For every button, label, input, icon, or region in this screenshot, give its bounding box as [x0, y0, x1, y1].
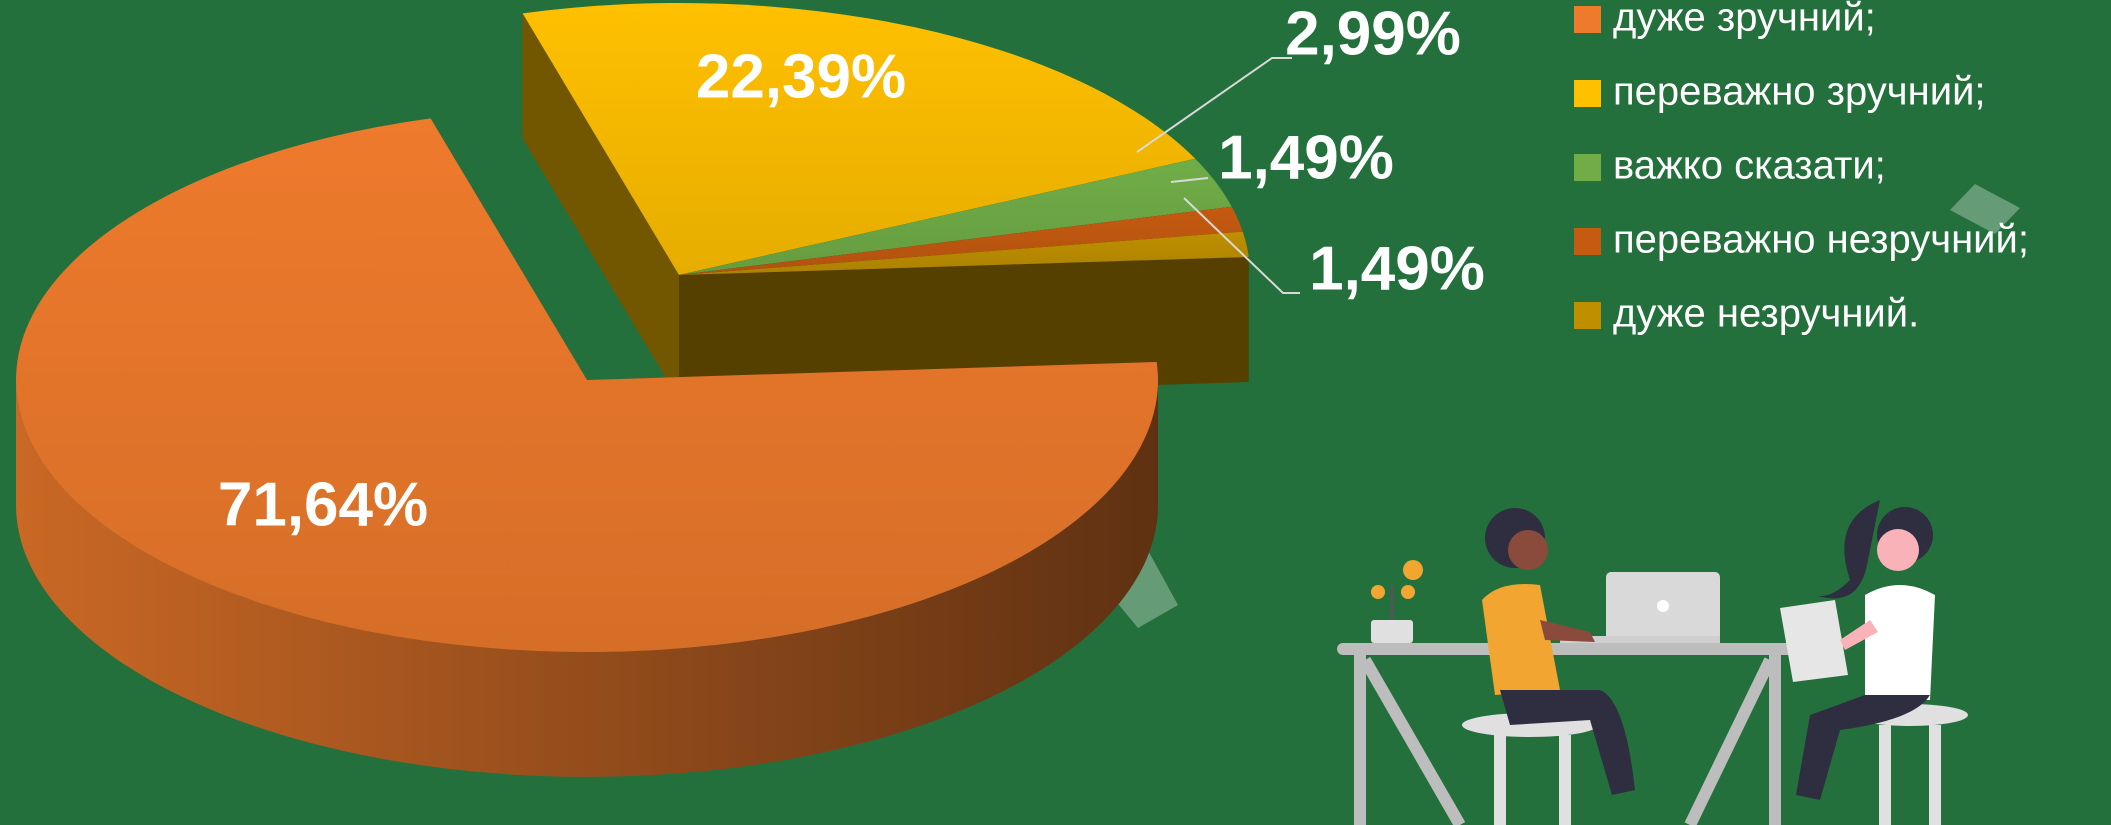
plant-pot	[1371, 620, 1413, 643]
legend-label: дуже незручний.	[1613, 292, 1919, 336]
desk-leg	[1684, 657, 1776, 825]
slice	[679, 158, 1232, 275]
plant-flower	[1371, 585, 1385, 599]
desk-leg	[1359, 657, 1466, 825]
laptop-base	[1560, 636, 1720, 643]
legs	[1796, 695, 1930, 800]
value-label: 1,49%	[1218, 123, 1394, 192]
leader-line	[1136, 57, 1292, 153]
legend-label: важко сказати;	[1613, 144, 1886, 188]
decor-diamond	[1950, 184, 2020, 234]
pie	[15, 2, 1249, 777]
slice-side-face	[522, 13, 679, 401]
legs	[1500, 690, 1635, 795]
legend-swatch	[1574, 154, 1601, 181]
paper	[1780, 600, 1848, 682]
value-label: 22,39%	[696, 42, 906, 111]
leader-line	[1183, 197, 1300, 294]
arm	[1540, 620, 1595, 642]
decor-diamond	[1105, 545, 1178, 628]
value-label: 71,64%	[218, 470, 428, 539]
ponytail	[1815, 500, 1880, 599]
slice-wall	[16, 380, 1158, 777]
shirt	[1482, 584, 1560, 695]
value-labels: 71,64% 22,39% 2,99% 1,49% 1,49%	[218, 0, 1485, 539]
shirt	[1865, 585, 1935, 700]
head	[1877, 529, 1919, 571]
plant-flower	[1403, 560, 1423, 580]
legend-swatch	[1574, 302, 1601, 329]
legend-label: переважно незручний;	[1613, 218, 2029, 262]
slice	[15, 118, 1158, 652]
legend-swatch	[1574, 228, 1601, 255]
plant-flower	[1401, 585, 1415, 599]
legend-label: дуже зручний;	[1613, 0, 1876, 40]
illustration	[1337, 500, 1968, 825]
slice	[679, 231, 1249, 275]
leader-line	[1170, 177, 1209, 183]
arm	[1840, 620, 1878, 650]
desk-top	[1337, 643, 1797, 655]
head	[1508, 530, 1548, 570]
value-label: 2,99%	[1285, 0, 1461, 68]
legend-label: переважно зручний;	[1613, 70, 1986, 114]
legend: дуже зручний; переважно зручний; важко ска…	[1574, 0, 2029, 336]
slice	[679, 206, 1243, 275]
slice	[522, 2, 1196, 275]
value-label: 1,49%	[1309, 234, 1485, 303]
laptop-logo	[1657, 600, 1669, 612]
legend-swatch	[1574, 6, 1601, 33]
legend-swatch	[1574, 80, 1601, 107]
